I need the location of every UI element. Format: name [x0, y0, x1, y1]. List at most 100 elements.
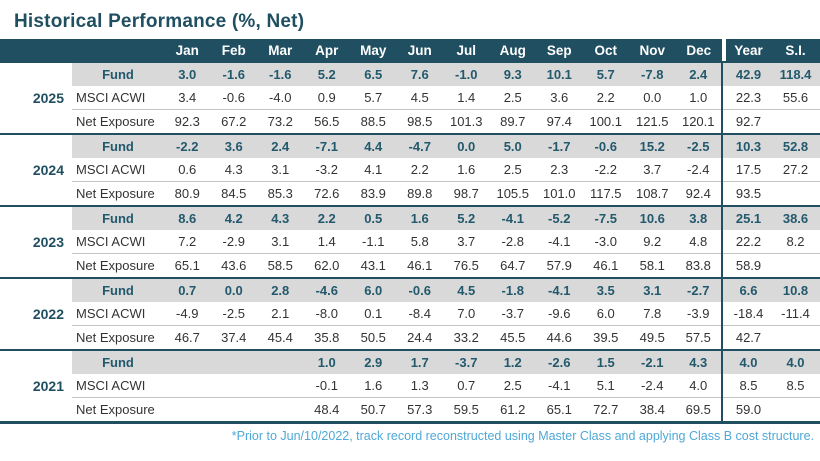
month-cell: 121.5	[629, 109, 676, 134]
year-label: 2021	[0, 374, 72, 398]
month-cell: 92.4	[675, 181, 722, 206]
row-label: Fund	[72, 133, 164, 158]
year-label: 2023	[0, 230, 72, 254]
month-cell: 89.8	[396, 181, 443, 206]
month-cell: 1.6	[457, 162, 476, 177]
year-total-cell: 8.5	[739, 378, 758, 393]
row-label: MSCI ACWI	[76, 234, 146, 249]
month-cell: -4.6	[303, 277, 350, 302]
month-cell: 1.3	[410, 378, 429, 393]
row-label: MSCI ACWI	[76, 90, 146, 105]
month-header: Mar	[257, 39, 304, 62]
row-label: Net Exposure	[72, 109, 164, 134]
month-cell: 0.6	[178, 162, 197, 177]
month-cell: 4.5	[410, 90, 429, 105]
month-cell: -2.6	[536, 349, 583, 374]
year-col-spacer	[0, 325, 72, 350]
month-cell: -2.1	[629, 349, 676, 374]
month-cell: 5.2	[443, 205, 490, 230]
month-header: Apr	[303, 39, 350, 62]
month-cell: -3.7	[443, 349, 490, 374]
month-cell: -8.4	[408, 306, 431, 321]
column-divider	[721, 86, 726, 110]
month-header: Jun	[396, 39, 443, 62]
month-cell: 62.0	[303, 253, 350, 278]
header-year-spacer	[0, 39, 72, 62]
since-inception-cell	[771, 181, 820, 206]
month-cell: 6.0	[350, 277, 397, 302]
month-cell: -2.4	[687, 162, 710, 177]
footnote: *Prior to Jun/10/2022, track record reco…	[231, 429, 814, 443]
month-cell: -1.6	[210, 61, 257, 86]
row-label: Net Exposure	[72, 397, 164, 424]
header-label-spacer	[72, 39, 164, 62]
month-cell: 58.1	[629, 253, 676, 278]
month-cell: 50.5	[350, 325, 397, 350]
month-cell: -4.1	[548, 234, 571, 249]
month-cell: 3.0	[164, 61, 211, 86]
since-inception-cell: 10.8	[771, 277, 820, 302]
net-row: Net Exposure 80.9 84.5 85.3 72.6 83.9 89.8 98.7…	[0, 181, 820, 206]
fund-row: Fund 0.7 0.0 2.8 -4.6 6.0 -0.6 4.5 -1.8 -4.1 3.5 3.…	[0, 277, 820, 302]
header-divider	[722, 39, 726, 62]
month-cell: 46.7	[164, 325, 211, 350]
month-header: Sep	[536, 39, 583, 62]
month-cell: 3.8	[675, 205, 722, 230]
year-total-cell: 42.7	[726, 325, 771, 350]
month-cell: 5.2	[303, 61, 350, 86]
month-cell: -9.6	[548, 306, 571, 321]
month-cell: 7.0	[457, 306, 476, 321]
since-inception-cell: -11.4	[781, 306, 810, 321]
month-cell: -2.8	[501, 234, 524, 249]
column-divider	[721, 205, 726, 230]
month-cell: -1.1	[362, 234, 385, 249]
year-label: 2024	[0, 158, 72, 182]
month-cell: 10.6	[629, 205, 676, 230]
month-cell: 2.3	[550, 162, 569, 177]
month-header: Feb	[210, 39, 257, 62]
month-cell: 0.1	[364, 306, 383, 321]
row-label: Fund	[72, 61, 164, 86]
month-cell: 5.7	[364, 90, 383, 105]
month-cell: 7.6	[396, 61, 443, 86]
month-cell: 37.4	[210, 325, 257, 350]
since-inception-cell	[771, 397, 820, 424]
msci-row: 2025 MSCI ACWI 3.4 -0.6 -4.0 0.9 5.7 4.5 1.4 2.5 3…	[0, 86, 820, 110]
month-cell: -2.5	[222, 306, 245, 321]
month-cell: -1.6	[257, 61, 304, 86]
month-cell: 4.1	[364, 162, 383, 177]
month-cell: -2.2	[594, 162, 617, 177]
month-cell: 2.4	[675, 61, 722, 86]
month-cell: 89.7	[489, 109, 536, 134]
month-cell: 2.1	[271, 306, 290, 321]
fund-row: Fund 1.0 2.9 1.7 -3.7 1.2 -2.6 1.5 -2.1 4.3 4.0 4.0	[0, 349, 820, 374]
year-total-cell: -18.4	[733, 306, 764, 321]
month-cell	[164, 397, 211, 424]
month-cell: 83.9	[350, 181, 397, 206]
since-inception-cell: 4.0	[771, 349, 820, 374]
fund-row: Fund 3.0 -1.6 -1.6 5.2 6.5 7.6 -1.0 9.3 10.1 5.7 -7…	[0, 61, 820, 86]
month-cell	[210, 397, 257, 424]
month-cell: 105.5	[489, 181, 536, 206]
month-cell: 2.5	[503, 378, 522, 393]
msci-row: 2023 MSCI ACWI 7.2 -2.9 3.1 1.4 -1.1 5.8 3.7 -2.8…	[0, 230, 820, 254]
month-cell: 73.2	[257, 109, 304, 134]
column-divider	[721, 109, 726, 134]
month-cell: -4.7	[396, 133, 443, 158]
month-cell: 6.5	[350, 61, 397, 86]
month-cell: -2.4	[641, 378, 664, 393]
month-cell: 1.4	[457, 90, 476, 105]
column-divider	[721, 133, 726, 158]
month-cell: 80.9	[164, 181, 211, 206]
month-cell	[257, 397, 304, 424]
year-col-spacer	[0, 277, 72, 302]
year-total-cell: 93.5	[726, 181, 771, 206]
year-total-cell: 4.0	[726, 349, 771, 374]
month-header: Oct	[582, 39, 629, 62]
since-inception-cell: 8.5	[786, 378, 805, 393]
month-cell: 4.2	[210, 205, 257, 230]
since-inception-cell	[771, 253, 820, 278]
month-cell: 56.5	[303, 109, 350, 134]
month-cell: 57.3	[396, 397, 443, 424]
row-label: MSCI ACWI	[76, 306, 146, 321]
